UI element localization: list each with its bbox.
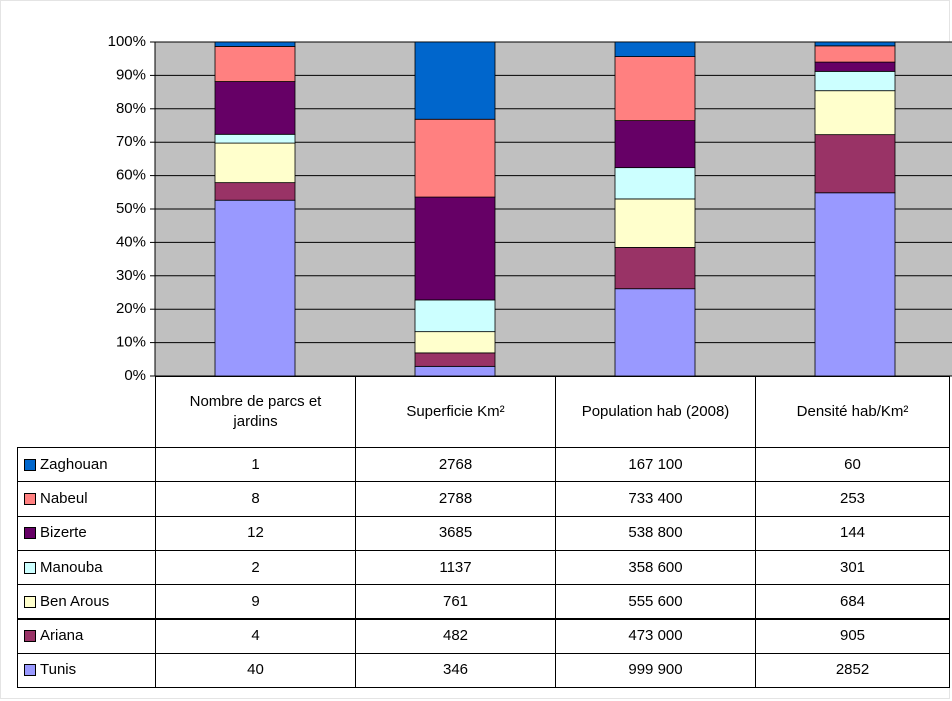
- bar-segment: [414, 118, 496, 198]
- legend-label: Nabeul: [40, 489, 88, 507]
- table-cell: 253: [755, 481, 950, 517]
- table-cell: 761: [355, 584, 556, 620]
- y-tick-label: 90%: [116, 66, 146, 83]
- table-cell: 684: [755, 584, 950, 620]
- y-tick-label: 100%: [108, 33, 146, 50]
- table-cell: 8: [155, 481, 356, 517]
- table-cell: 2768: [355, 447, 556, 483]
- table-cell: 2852: [755, 652, 950, 689]
- legend-label: Bizerte: [40, 524, 87, 542]
- column-header: Densité hab/Km²: [755, 376, 950, 448]
- bar-segment: [614, 288, 696, 377]
- legend-entry: Manouba: [17, 549, 156, 586]
- legend-entry: Ariana: [17, 618, 156, 654]
- column-header: Population hab (2008): [555, 376, 756, 448]
- table-cell: 60: [755, 447, 950, 483]
- legend-entry: Zaghouan: [17, 447, 156, 483]
- bar-segment: [214, 81, 296, 135]
- legend-swatch: [24, 527, 36, 540]
- legend-swatch: [24, 630, 36, 643]
- bar-segment: [414, 331, 496, 354]
- table-cell: 1: [155, 447, 356, 483]
- y-tick-label: 0%: [124, 367, 146, 384]
- bar-segment: [414, 196, 496, 301]
- legend-entry: Tunis: [17, 652, 156, 689]
- bar-segment: [414, 41, 496, 120]
- bar-segment: [614, 56, 696, 122]
- table-cell: 2: [155, 549, 356, 586]
- y-tick-label: 30%: [116, 267, 146, 284]
- table-cell: 12: [155, 515, 356, 551]
- bar-segment: [814, 61, 896, 72]
- legend-swatch: [24, 561, 36, 574]
- y-tick-label: 70%: [116, 133, 146, 150]
- table-cell: 999 900: [555, 652, 756, 689]
- y-tick-label: 20%: [116, 300, 146, 317]
- table-cell: 144: [755, 515, 950, 551]
- legend-swatch: [24, 595, 36, 608]
- table-cell: 905: [755, 618, 950, 654]
- bar-segment: [814, 134, 896, 194]
- bar-segment: [414, 299, 496, 333]
- column-header: Superficie Km²: [355, 376, 556, 448]
- bar-segment: [614, 247, 696, 290]
- table-cell: 1137: [355, 549, 556, 586]
- table-cell: 346: [355, 652, 556, 689]
- legend-label: Zaghouan: [40, 455, 108, 473]
- bar-segment: [214, 41, 296, 47]
- bar-segment: [614, 198, 696, 248]
- legend-swatch: [24, 664, 36, 677]
- table-cell: 358 600: [555, 549, 756, 586]
- bar-segment: [414, 352, 496, 367]
- y-tick-label: 40%: [116, 233, 146, 250]
- legend-entry: Bizerte: [17, 515, 156, 551]
- bar-segment: [814, 70, 896, 92]
- bar-segment: [214, 199, 296, 377]
- bar-segment: [814, 90, 896, 136]
- bar-segment: [814, 41, 896, 47]
- bar-segment: [214, 133, 296, 144]
- bar-segment: [214, 45, 296, 82]
- table-cell: 9: [155, 584, 356, 620]
- bar-segment: [814, 192, 896, 377]
- table-cell: 40: [155, 652, 356, 689]
- y-tick-label: 10%: [116, 334, 146, 351]
- bar-segment: [214, 182, 296, 201]
- legend-swatch: [24, 492, 36, 505]
- table-cell: 301: [755, 549, 950, 586]
- table-cell: 482: [355, 618, 556, 654]
- bar-segment: [614, 120, 696, 169]
- table-cell: 473 000: [555, 618, 756, 654]
- legend-label: Ariana: [40, 627, 84, 645]
- y-tick-label: 80%: [116, 100, 146, 117]
- y-tick-label: 60%: [116, 167, 146, 184]
- legend-label: Tunis: [40, 661, 77, 679]
- bar-segment: [614, 41, 696, 57]
- y-tick-label: 50%: [116, 200, 146, 217]
- legend-entry: Ben Arous: [17, 584, 156, 620]
- bar-segment: [614, 167, 696, 200]
- bar-segment: [814, 45, 896, 63]
- bar-segment: [214, 142, 296, 184]
- column-header: Nombre de parcs et jardins: [155, 376, 356, 448]
- table-cell: 4: [155, 618, 356, 654]
- legend-label: Manouba: [40, 558, 103, 576]
- bar-segment: [414, 365, 496, 377]
- table-cell: 2788: [355, 481, 556, 517]
- table-cell: 555 600: [555, 584, 756, 620]
- table-cell: 733 400: [555, 481, 756, 517]
- table-cell: 167 100: [555, 447, 756, 483]
- table-cell: 538 800: [555, 515, 756, 551]
- table-cell: 3685: [355, 515, 556, 551]
- legend-label: Ben Arous: [40, 592, 110, 610]
- legend-swatch: [24, 458, 36, 471]
- legend-entry: Nabeul: [17, 481, 156, 517]
